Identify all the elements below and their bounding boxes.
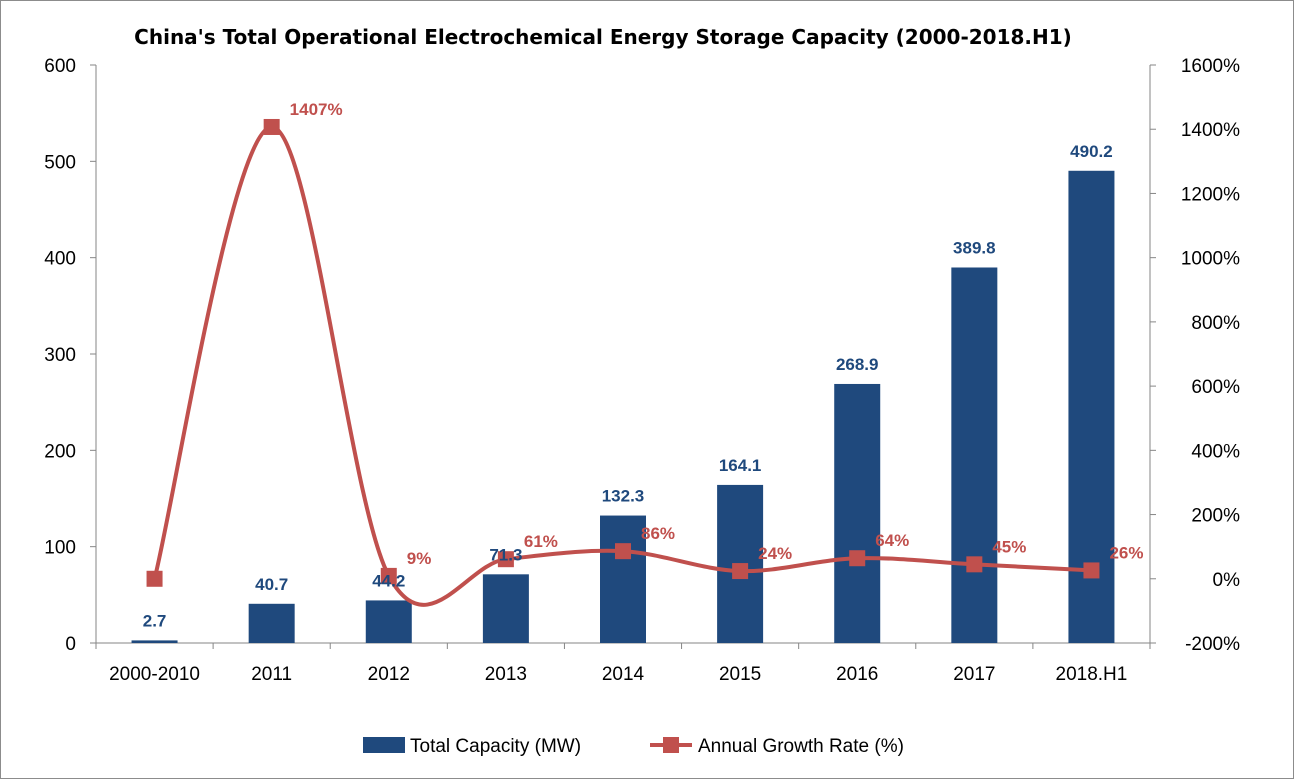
y-left-tick-label: 100 — [44, 538, 76, 559]
growth-rate-marker — [849, 550, 866, 567]
y-right-tick-label: -200% — [1185, 634, 1240, 655]
bars — [131, 170, 1115, 644]
bar — [248, 603, 295, 643]
y-left-tick-label: 400 — [44, 249, 76, 270]
bar-value-label: 132.3 — [602, 487, 645, 506]
bar — [834, 383, 881, 643]
data-labels: 2.7 40.7 44.2 71.3 132.3 164.1 268.9 389.8 490.2… — [143, 100, 1144, 630]
bar-value-label: 164.1 — [719, 456, 762, 475]
growth-rate-marker — [615, 543, 631, 560]
x-tick-label: 2014 — [602, 664, 645, 685]
x-tick-label: 2017 — [953, 664, 995, 685]
y-right-tick-label: 1200% — [1181, 184, 1240, 205]
legend-label-capacity: Total Capacity (MW) — [410, 736, 581, 757]
bar-value-label: 44.2 — [372, 571, 405, 590]
bar-value-label: 268.9 — [836, 355, 879, 374]
y-right-tick-label: 1600% — [1181, 56, 1240, 77]
growth-rate-marker — [380, 567, 397, 584]
x-tick-label: 2013 — [485, 664, 527, 685]
y-right-tick-label: 200% — [1191, 506, 1240, 527]
bar-value-label: 71.3 — [489, 545, 522, 564]
y-right-tick-label: 1400% — [1181, 120, 1240, 141]
growth-rate-label: 24% — [758, 544, 792, 563]
legend: Total Capacity (MW) Annual Growth Rate (%… — [363, 736, 904, 757]
legend-swatch-growth-marker — [663, 737, 679, 753]
growth-rate-label: 61% — [524, 532, 558, 551]
growth-line — [146, 118, 1100, 607]
growth-rate-label: 64% — [875, 531, 909, 550]
y-left-tick-label: 600 — [44, 56, 76, 77]
y-right-tick-label: 0% — [1213, 570, 1241, 591]
bar-value-label: 490.2 — [1070, 142, 1113, 161]
growth-rate-marker — [732, 563, 749, 580]
growth-rate-marker — [497, 551, 514, 568]
growth-rate-marker — [1083, 562, 1100, 579]
y-left-tick-label: 300 — [44, 345, 76, 366]
growth-rate-label: 1407% — [290, 100, 343, 119]
growth-rate-marker — [146, 570, 163, 587]
bar — [951, 267, 998, 643]
bar — [131, 640, 178, 643]
y-left-tick-label: 200 — [44, 441, 76, 462]
growth-rate-marker — [263, 118, 280, 135]
bar — [365, 600, 412, 643]
x-tick-label: 2000-2010 — [109, 664, 200, 685]
growth-rate-label: 86% — [641, 524, 675, 543]
bar — [600, 515, 646, 643]
growth-rate-label: 9% — [407, 549, 432, 568]
growth-rate-marker — [966, 556, 983, 573]
growth-rate-label: 45% — [992, 537, 1026, 556]
x-tick-label: 2018.H1 — [1056, 664, 1128, 685]
growth-rate-label: 26% — [1109, 543, 1143, 562]
x-tick-label: 2015 — [719, 664, 761, 685]
x-tick-label: 2012 — [368, 664, 410, 685]
bar — [482, 574, 529, 643]
y-left-tick-label: 500 — [44, 152, 76, 173]
y-right-tick-label: 600% — [1191, 377, 1240, 398]
y-right-tick-label: 1000% — [1181, 249, 1240, 270]
y-right-tick-label: 400% — [1191, 441, 1240, 462]
chart-title: China's Total Operational Electrochemica… — [134, 25, 1072, 49]
legend-swatch-capacity — [363, 737, 405, 753]
axes: 0 100 200 300 400 500 600 -200% 0% 200% 400% 600% 80… — [44, 56, 1240, 685]
y-left-tick-label: 0 — [65, 634, 76, 655]
bar-value-label: 40.7 — [255, 575, 288, 594]
y-right-tick-label: 800% — [1191, 313, 1240, 334]
x-tick-label: 2011 — [251, 664, 292, 685]
bar-value-label: 389.8 — [953, 238, 996, 257]
bar-value-label: 2.7 — [143, 611, 167, 630]
x-tick-label: 2016 — [836, 664, 878, 685]
legend-label-growth: Annual Growth Rate (%) — [698, 736, 904, 757]
